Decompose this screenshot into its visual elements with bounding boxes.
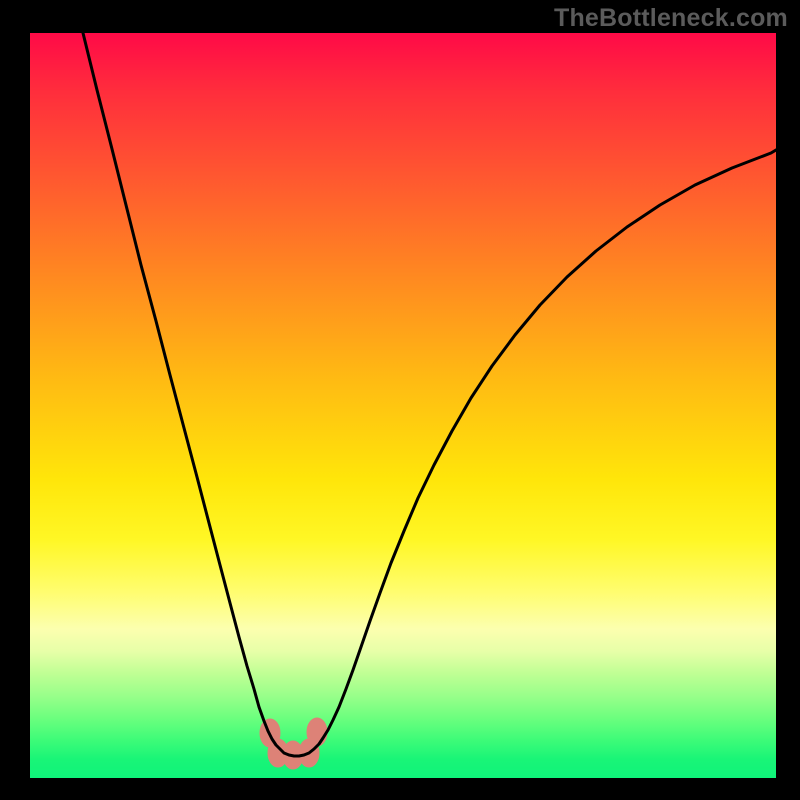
plot-gradient-area — [30, 33, 776, 778]
curve-path — [83, 33, 776, 756]
chart-frame: TheBottleneck.com — [0, 0, 800, 800]
curve-markers — [260, 718, 327, 769]
watermark-text: TheBottleneck.com — [554, 4, 788, 33]
curve-marker — [307, 718, 327, 746]
bottleneck-curve — [30, 33, 776, 778]
